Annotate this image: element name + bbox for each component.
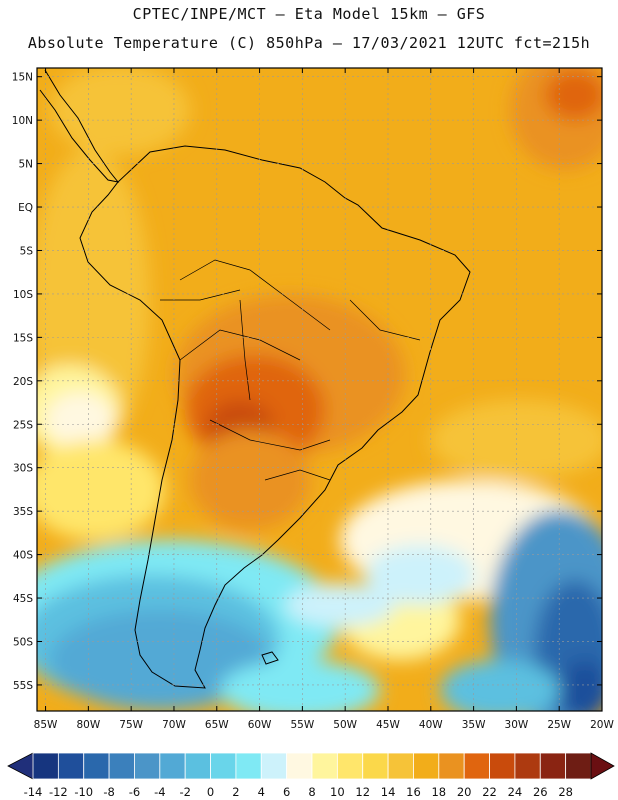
lat-label: 30S: [13, 463, 33, 475]
colorbar-label: 8: [308, 785, 315, 799]
colorbar-label: 10: [330, 785, 345, 799]
graticule: [37, 68, 602, 711]
colorbar-label: -8: [103, 785, 114, 799]
colorbar-label: 0: [207, 785, 214, 799]
lat-label: 45S: [13, 593, 33, 605]
colorbar-swatch: [235, 752, 262, 780]
colorbar-label: 2: [232, 785, 239, 799]
colorbar-label: 12: [355, 785, 370, 799]
lat-label: 35S: [13, 506, 33, 518]
colorbar-label: -2: [179, 785, 190, 799]
colorbar-label: 26: [533, 785, 548, 799]
map-subtitle: Absolute Temperature (C) 850hPa – 17/03/…: [27, 34, 591, 52]
colorbar-swatch: [260, 752, 288, 780]
south-america-outline: [79, 145, 471, 689]
colorbar-label: 14: [381, 785, 396, 799]
lat-label: 10S: [13, 289, 33, 301]
colorbar-label: -4: [154, 785, 165, 799]
colorbar-swatch: [387, 752, 414, 780]
coastlines: [39, 69, 471, 689]
lon-label: 45W: [376, 719, 400, 731]
colorbar-swatch: [286, 752, 313, 780]
lon-label: 40W: [419, 719, 443, 731]
colorbar-label: 6: [283, 785, 290, 799]
colorbar-swatch: [311, 752, 338, 780]
colorbar-label: -6: [129, 785, 140, 799]
colorbar-under-arrow: [7, 752, 34, 780]
lon-label: 70W: [162, 719, 186, 731]
colorbar-swatch: [463, 752, 490, 780]
lon-label: 50W: [333, 719, 357, 731]
lon-label: 80W: [76, 719, 100, 731]
lon-label: 75W: [119, 719, 143, 731]
colorbar-label: 18: [431, 785, 446, 799]
colorbar-swatch: [336, 752, 364, 780]
colorbar-swatch: [134, 752, 161, 780]
lon-label: 55W: [291, 719, 315, 731]
lat-label: 40S: [13, 550, 33, 562]
colorbar-label: -10: [74, 785, 93, 799]
falkland-islands-outline: [261, 651, 279, 665]
colorbar-swatch: [565, 752, 592, 780]
lon-label: 25W: [547, 719, 571, 731]
colorbar-label: 24: [508, 785, 523, 799]
lat-label: 20S: [13, 376, 33, 388]
map-frame: [36, 67, 603, 712]
country-borders: [160, 259, 421, 481]
colorbar-over-arrow: [590, 752, 615, 780]
colorbar-swatch: [83, 752, 110, 780]
lat-label: 10N: [12, 115, 33, 127]
lon-label: 85W: [34, 719, 58, 731]
lat-label: 50S: [13, 636, 33, 648]
temperature-field: [37, 68, 602, 711]
longitude-axis: 85W 80W 75W 70W 65W 60W 55W 50W 45W 40W 35W 30W 25W 2…: [34, 68, 614, 731]
colorbar-swatch: [362, 752, 389, 780]
color-scale-bar: -14 -12 -10 -8 -6 -4 -2 0 2 4 6 8 10 12 14 16 18 20 22 24 26…: [7, 752, 615, 799]
map-title: CPTEC/INPE/MCT – Eta Model 15km – GFS: [132, 5, 486, 23]
colorbar-swatch: [210, 752, 237, 780]
lat-label: 25S: [13, 419, 33, 431]
lat-label: 15S: [13, 332, 33, 344]
colorbar-swatch: [108, 752, 135, 780]
lon-label: 60W: [248, 719, 272, 731]
colorbar-swatch: [489, 752, 516, 780]
colorbar-swatch: [57, 752, 85, 780]
colorbar-label: 28: [558, 785, 573, 799]
lat-label: 55S: [13, 680, 33, 692]
colorbar-swatch: [514, 752, 541, 780]
lat-label: 15N: [12, 72, 33, 84]
colorbar-swatch: [413, 752, 440, 780]
central-america-outline: [39, 69, 120, 183]
lon-label: 20W: [590, 719, 614, 731]
colorbar-swatch: [539, 752, 567, 780]
lat-label: 5S: [20, 245, 34, 257]
lon-label: 30W: [505, 719, 529, 731]
colorbar-label: -14: [24, 785, 43, 799]
colorbar-label: 22: [482, 785, 497, 799]
colorbar-swatch: [184, 752, 211, 780]
colorbar-label: 4: [258, 785, 265, 799]
colorbar-label: 20: [457, 785, 472, 799]
colorbar-label: -12: [49, 785, 68, 799]
colorbar-swatch: [159, 752, 186, 780]
latitude-axis: 15N 10N 5N EQ 5S 10S 15S 20S 25S 30S 35S 40S 45S 50S 5…: [12, 72, 602, 692]
lon-label: 35W: [462, 719, 486, 731]
colorbar-swatch: [438, 752, 465, 780]
lon-label: 65W: [205, 719, 229, 731]
colorbar-swatch: [32, 752, 59, 780]
colorbar-label: 16: [406, 785, 421, 799]
lat-label: 5N: [18, 159, 33, 171]
lat-label: EQ: [18, 202, 33, 214]
